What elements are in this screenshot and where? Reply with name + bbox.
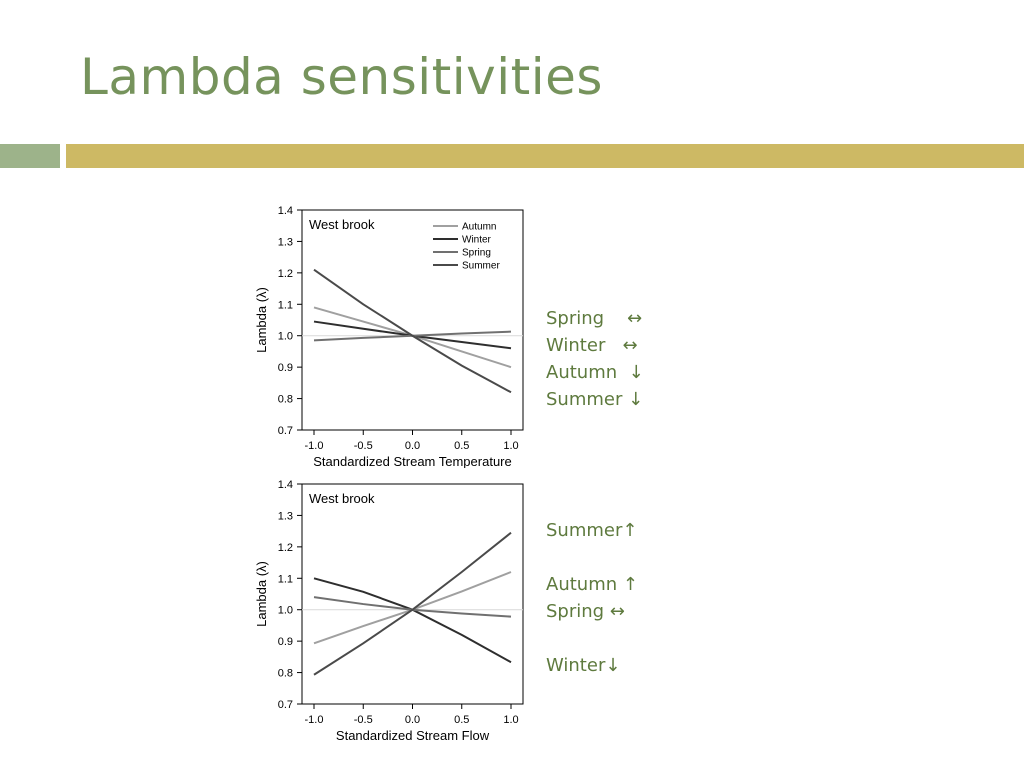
temperature-chart-y-axis-label: Lambda (λ) — [254, 287, 269, 353]
flow-chart-y-tick-label: 0.7 — [278, 699, 293, 711]
temperature-chart-legend-label-winter: Winter — [462, 235, 492, 246]
temperature-chart-x-tick-label: 1.0 — [503, 440, 518, 452]
flow-notes: Summer↑ Autumn ↑ Spring ↔ Winter↓ — [546, 517, 638, 679]
temperature-chart-plot-frame — [301, 209, 524, 431]
flow-chart-y-axis-label: Lambda (λ) — [254, 561, 269, 627]
temperature-chart-svg: 0.7 0.8 0.9 1.0 1.1 1.2 1.3 1.4 -1.0 -0.5 0.0 0.5 1.… — [254, 205, 524, 469]
temperature-chart-x-tick-label: 0.0 — [405, 440, 420, 452]
note-spacer — [546, 544, 638, 571]
flow-chart-x-tick-label: -0.5 — [354, 714, 373, 726]
temperature-chart-y-tick-label: 0.7 — [278, 425, 293, 437]
note-spacer — [546, 625, 638, 652]
temperature-notes: Spring ↔ Winter ↔ Autumn ↓ Summer ↓ — [546, 305, 644, 413]
flow-chart-y-tick-label: 1.2 — [278, 542, 293, 554]
temperature-chart: 0.7 0.8 0.9 1.0 1.1 1.2 1.3 1.4 -1.0 -0.5 0.0 0.5 1.… — [240, 198, 540, 469]
flow-chart-x-tick-label: -1.0 — [305, 714, 324, 726]
temperature-chart-x-tick-label: -0.5 — [354, 440, 373, 452]
note-autumn: Autumn ↑ — [546, 574, 638, 595]
note-winter: Winter ↔ — [546, 335, 638, 356]
temperature-chart-legend-label-autumn: Autumn — [462, 222, 496, 233]
flow-chart: 0.7 0.8 0.9 1.0 1.1 1.2 1.3 1.4 -1.0 -0.5 0.0 0.5 1.… — [240, 472, 540, 743]
note-winter: Winter↓ — [546, 655, 621, 676]
temperature-chart-x-tick-label: 0.5 — [454, 440, 469, 452]
flow-chart-x-axis-label: Standardized Stream Flow — [336, 728, 490, 742]
flow-chart-series-summer — [313, 531, 512, 676]
temperature-chart-y-tick-label: 1.4 — [278, 205, 293, 217]
flow-chart-y-tick-label: 0.8 — [278, 668, 293, 680]
flow-chart-x-tick-label: 1.0 — [503, 714, 518, 726]
slide-title: Lambda sensitivities — [80, 48, 603, 106]
accent-bar-left — [0, 144, 60, 168]
note-autumn: Autumn ↓ — [546, 362, 644, 383]
flow-chart-y-tick-label: 1.0 — [278, 605, 293, 617]
temperature-chart-y-tick-label: 0.9 — [278, 362, 293, 374]
flow-chart-x-tick-label: 0.5 — [454, 714, 469, 726]
flow-chart-plot-frame — [301, 483, 524, 705]
note-spring: Spring ↔ — [546, 308, 643, 329]
flow-chart-y-tick-label: 1.4 — [278, 479, 293, 491]
flow-chart-x-tick-label: 0.0 — [405, 714, 420, 726]
temperature-chart-x-axis-label: Standardized Stream Temperature — [313, 454, 511, 468]
note-spring: Spring ↔ — [546, 601, 625, 622]
temperature-chart-legend-label-spring: Spring — [462, 248, 491, 259]
flow-chart-y-tick-label: 1.1 — [278, 573, 293, 585]
temperature-chart-y-tick-label: 1.0 — [278, 331, 293, 343]
temperature-chart-series-summer — [313, 268, 512, 394]
temperature-chart-y-tick-label: 1.1 — [278, 299, 293, 311]
note-summer: Summer ↓ — [546, 389, 644, 410]
temperature-chart-x-tick-label: -1.0 — [305, 440, 324, 452]
flow-chart-y-tick-label: 1.3 — [278, 510, 293, 522]
note-summer: Summer↑ — [546, 520, 638, 541]
temperature-chart-y-tick-label: 0.8 — [278, 394, 293, 406]
temperature-chart-title: West brook — [309, 217, 375, 232]
flow-chart-svg: 0.7 0.8 0.9 1.0 1.1 1.2 1.3 1.4 -1.0 -0.5 0.0 0.5 1.… — [254, 479, 524, 743]
flow-chart-title: West brook — [309, 491, 375, 506]
flow-chart-y-tick-label: 0.9 — [278, 636, 293, 648]
temperature-chart-y-tick-label: 1.2 — [278, 268, 293, 280]
accent-bar-right — [66, 144, 1024, 168]
temperature-chart-y-tick-label: 1.3 — [278, 236, 293, 248]
temperature-chart-legend-label-summer: Summer — [462, 261, 500, 272]
